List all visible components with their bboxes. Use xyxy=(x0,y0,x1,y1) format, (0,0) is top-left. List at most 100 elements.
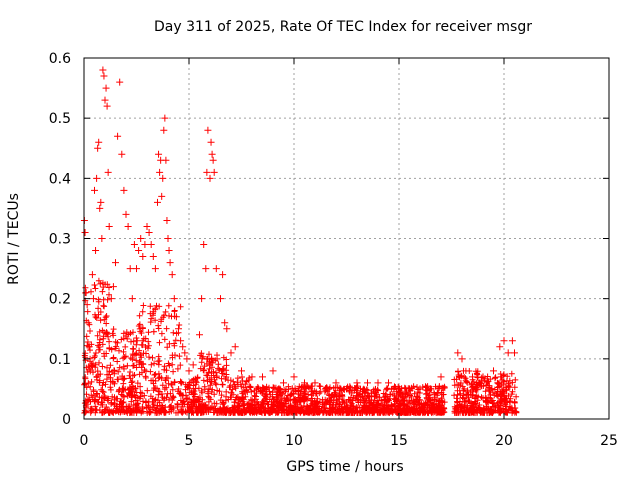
data-point xyxy=(104,168,112,176)
data-point xyxy=(149,253,157,261)
data-point xyxy=(85,343,93,351)
data-point xyxy=(479,373,487,381)
data-point xyxy=(179,343,187,351)
data-point xyxy=(114,132,122,140)
data-point xyxy=(406,385,413,393)
axis-ticks: 0 5 10 15 20 25 0 0.1 0.2 0.3 0.4 0.5 0.6 xyxy=(49,51,618,449)
data-point xyxy=(217,295,224,303)
data-point xyxy=(101,96,109,104)
data-point xyxy=(158,192,166,200)
x-tick-label: 10 xyxy=(285,433,303,449)
data-point xyxy=(100,72,108,80)
data-point xyxy=(223,325,231,333)
data-point xyxy=(122,210,130,218)
data-point xyxy=(143,222,151,230)
data-point xyxy=(99,66,107,74)
data-point xyxy=(98,235,106,242)
data-point xyxy=(116,78,124,86)
data-point xyxy=(238,367,245,375)
data-point xyxy=(102,84,110,92)
x-tick-label: 0 xyxy=(80,433,89,449)
y-tick-label: 0.2 xyxy=(49,292,71,308)
data-point xyxy=(496,343,504,351)
data-point xyxy=(161,114,169,122)
y-tick-label: 0 xyxy=(62,412,71,428)
data-point xyxy=(83,301,91,309)
data-point xyxy=(248,373,256,381)
data-point xyxy=(172,313,180,321)
data-point xyxy=(511,349,518,357)
data-point xyxy=(93,174,101,182)
y-tick-label: 0.5 xyxy=(49,111,71,127)
data-point xyxy=(207,138,215,146)
y-tick-label: 0.1 xyxy=(49,352,71,368)
data-point xyxy=(203,168,211,176)
data-point xyxy=(196,331,203,339)
dense-scatter-band xyxy=(81,277,520,416)
data-point xyxy=(97,198,105,206)
data-point xyxy=(332,379,340,387)
data-point xyxy=(280,379,287,387)
data-point xyxy=(175,325,182,333)
data-point xyxy=(166,259,174,267)
data-point xyxy=(290,373,298,381)
data-point xyxy=(124,222,132,230)
data-point xyxy=(343,385,350,393)
data-point xyxy=(133,265,140,273)
data-point xyxy=(206,174,214,182)
data-point xyxy=(94,144,102,152)
data-point xyxy=(139,253,147,261)
data-point xyxy=(137,235,145,242)
data-point xyxy=(183,355,191,363)
dense-markers xyxy=(81,277,520,416)
y-tick-label: 0.4 xyxy=(49,171,71,187)
y-tick-label: 0.6 xyxy=(49,51,71,67)
data-point xyxy=(89,295,97,303)
data-point xyxy=(145,228,153,236)
data-point xyxy=(155,150,163,158)
data-point xyxy=(164,235,172,242)
data-point xyxy=(170,295,178,303)
data-point xyxy=(427,385,434,393)
data-point xyxy=(385,379,392,387)
data-point xyxy=(84,319,92,327)
data-point xyxy=(469,373,476,381)
x-tick-label: 20 xyxy=(495,433,513,449)
data-points xyxy=(80,66,518,393)
data-point xyxy=(437,373,445,381)
data-point xyxy=(204,126,212,134)
grid-lines xyxy=(84,58,609,419)
data-point xyxy=(322,385,329,393)
data-point xyxy=(221,319,229,327)
x-tick-label: 15 xyxy=(390,433,408,449)
data-point xyxy=(159,174,167,182)
data-point xyxy=(105,222,113,230)
data-point xyxy=(165,247,173,255)
x-tick-label: 5 xyxy=(185,433,194,449)
data-point xyxy=(81,228,89,236)
y-axis-label: ROTI / TECUs xyxy=(6,193,22,285)
data-point xyxy=(95,138,103,146)
data-point xyxy=(107,295,115,303)
data-point xyxy=(103,102,111,110)
data-point xyxy=(508,337,516,345)
data-point xyxy=(209,156,217,164)
data-point xyxy=(154,198,161,206)
data-point xyxy=(198,295,206,303)
data-point xyxy=(490,367,497,375)
data-point xyxy=(212,265,220,273)
data-point xyxy=(416,385,424,393)
data-point xyxy=(177,337,185,345)
chart-title: Day 311 of 2025, Rate Of TEC Index for r… xyxy=(154,19,532,35)
data-point xyxy=(141,241,149,249)
data-point xyxy=(269,367,277,375)
data-point xyxy=(126,265,134,273)
data-point xyxy=(210,168,218,176)
data-point xyxy=(219,271,227,279)
data-point xyxy=(189,361,197,369)
x-axis-label: GPS time / hours xyxy=(286,459,403,475)
x-tick-label: 25 xyxy=(600,433,618,449)
data-point xyxy=(128,295,136,303)
data-point xyxy=(86,367,94,375)
